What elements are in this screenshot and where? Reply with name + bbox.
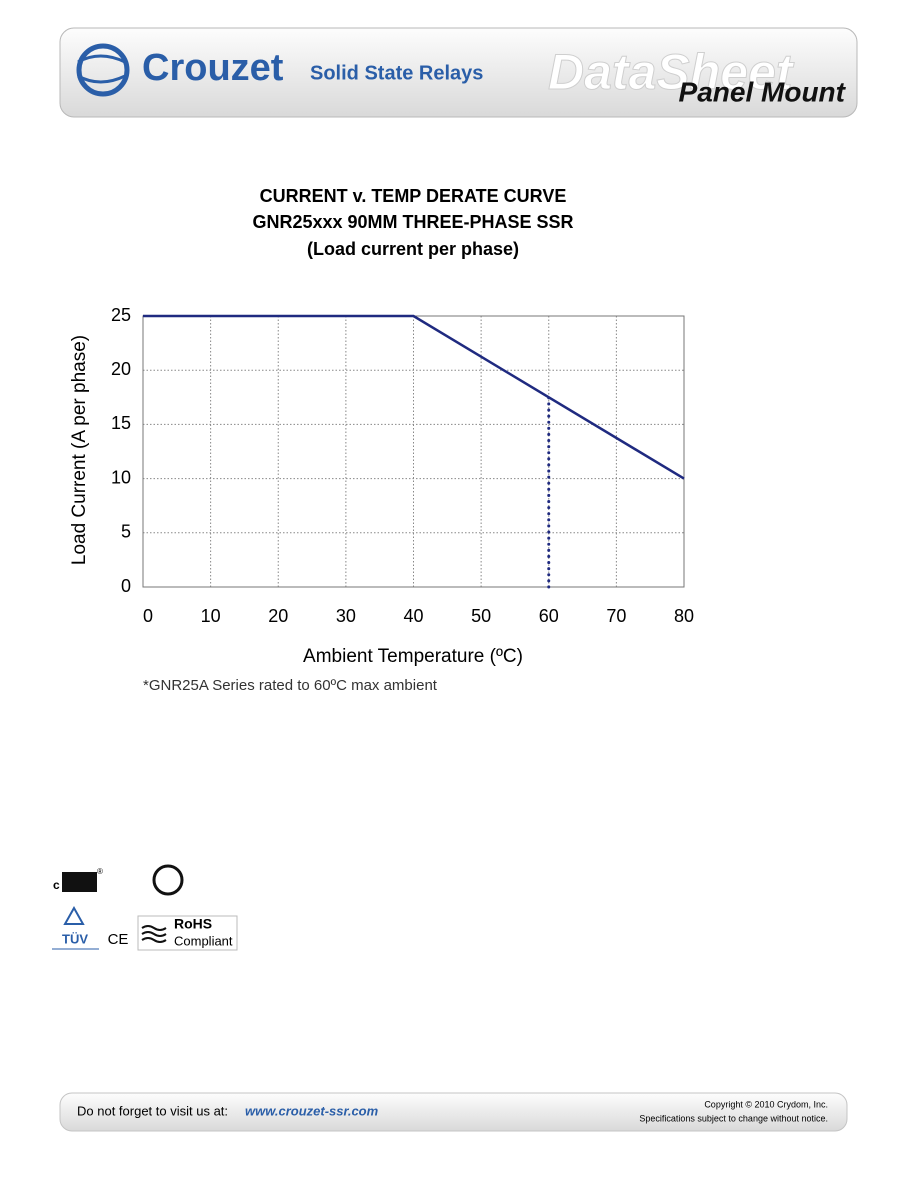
tuv: TÜV	[62, 931, 88, 946]
product: Solid State Relays	[310, 62, 483, 84]
y-tick-label: 15	[111, 413, 131, 433]
x-tick-label: 60	[539, 606, 559, 626]
tuv-triangle	[63, 905, 85, 925]
ce: CE	[108, 931, 129, 948]
banner: DataSheet	[548, 44, 795, 100]
x-tick-label: 50	[471, 606, 491, 626]
plot-frame	[142, 315, 685, 588]
x-tick-label: 30	[336, 606, 356, 626]
chart-title: CURRENT v. TEMP DERATE CURVE	[260, 186, 567, 206]
footer-url[interactable]: www.crouzet-ssr.com	[245, 1103, 379, 1118]
ul-prefix: c	[53, 878, 60, 892]
header-box	[59, 27, 858, 118]
copyright: Copyright © 2010 Crydom, Inc.	[704, 1099, 828, 1109]
y-tick-label: 25	[111, 305, 131, 325]
chart-subtitle: GNR25xxx 90MM THREE-PHASE SSR	[252, 212, 573, 232]
x-tick-label: 10	[201, 606, 221, 626]
x-axis-label: Ambient Temperature (ºC)	[303, 646, 523, 667]
y-tick-label: 0	[121, 576, 131, 596]
brand: Crouzet	[142, 47, 284, 89]
x-tick-label: 0	[143, 606, 153, 626]
footer-visit: Do not forget to visit us at:	[77, 1103, 228, 1118]
derate-line	[143, 314, 685, 480]
x-tick-label: 70	[606, 606, 626, 626]
plot: 0 10 20 30 40 50 60 70 80 0 5 10 15 20 25	[111, 305, 694, 626]
x-tick-label: 20	[268, 606, 288, 626]
ul-logo	[62, 872, 97, 892]
rohs-sub: Compliant	[174, 933, 233, 948]
y-tick-label: 5	[121, 522, 131, 542]
x-tick-label: 40	[403, 606, 423, 626]
annotation: *GNR25A Series rated to 60ºC max ambient	[143, 677, 438, 694]
ul-mark: ®	[97, 867, 103, 876]
y-tick-label: 10	[111, 467, 131, 487]
chart-subtitle: (Load current per phase)	[307, 239, 519, 259]
y-tick-label: 20	[111, 359, 131, 379]
x-tick-label: 80	[674, 606, 694, 626]
rohs: RoHS	[174, 916, 212, 932]
rohs-box	[137, 915, 238, 951]
category: Panel Mount	[679, 76, 847, 107]
notice: Specifications subject to change without…	[639, 1113, 828, 1123]
footer-box	[59, 1092, 848, 1132]
y-axis-label: Load Current (A per phase)	[69, 335, 90, 565]
logo-swoosh	[77, 54, 126, 84]
rohs-waves	[141, 925, 167, 943]
csa-logo	[152, 864, 184, 896]
logo-ring	[76, 43, 130, 97]
